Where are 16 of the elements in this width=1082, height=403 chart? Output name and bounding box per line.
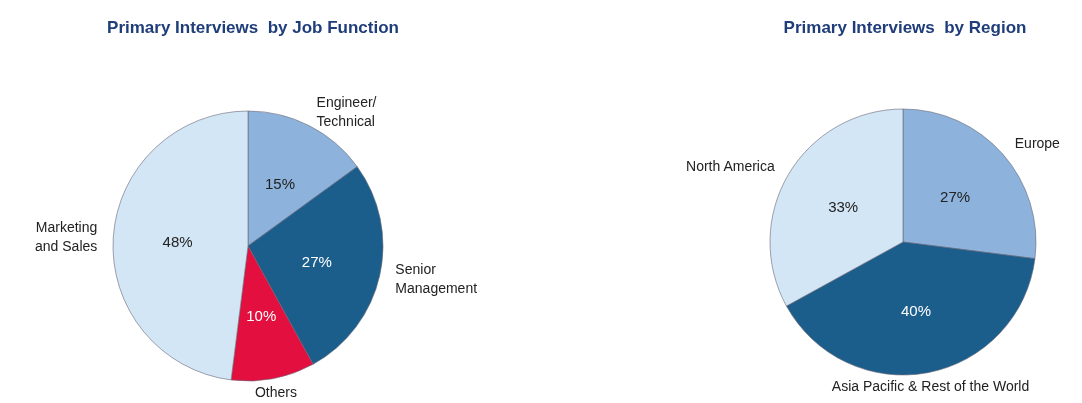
data-label: 33% <box>828 198 859 216</box>
chart-title: Primary Interviews by Job Function <box>107 18 399 37</box>
data-label: 27% <box>940 187 971 205</box>
slice-label: Engineer/ Technical <box>316 93 377 129</box>
slice-label: Asia Pacific & Rest of the World <box>831 378 1030 395</box>
slice-label: North America <box>686 158 775 175</box>
data-label: 27% <box>301 252 332 270</box>
data-label: 15% <box>264 174 296 192</box>
data-label: 10% <box>246 306 277 324</box>
slice-label: Marketing and Sales <box>35 219 98 255</box>
slice-label: Others <box>254 384 297 401</box>
chart-title: Primary Interviews by Region <box>783 18 1027 37</box>
slice-label: Europe <box>1014 135 1061 152</box>
slice-label: Senior Management <box>395 261 478 297</box>
data-label: 48% <box>162 233 193 251</box>
data-label: 40% <box>901 301 932 319</box>
